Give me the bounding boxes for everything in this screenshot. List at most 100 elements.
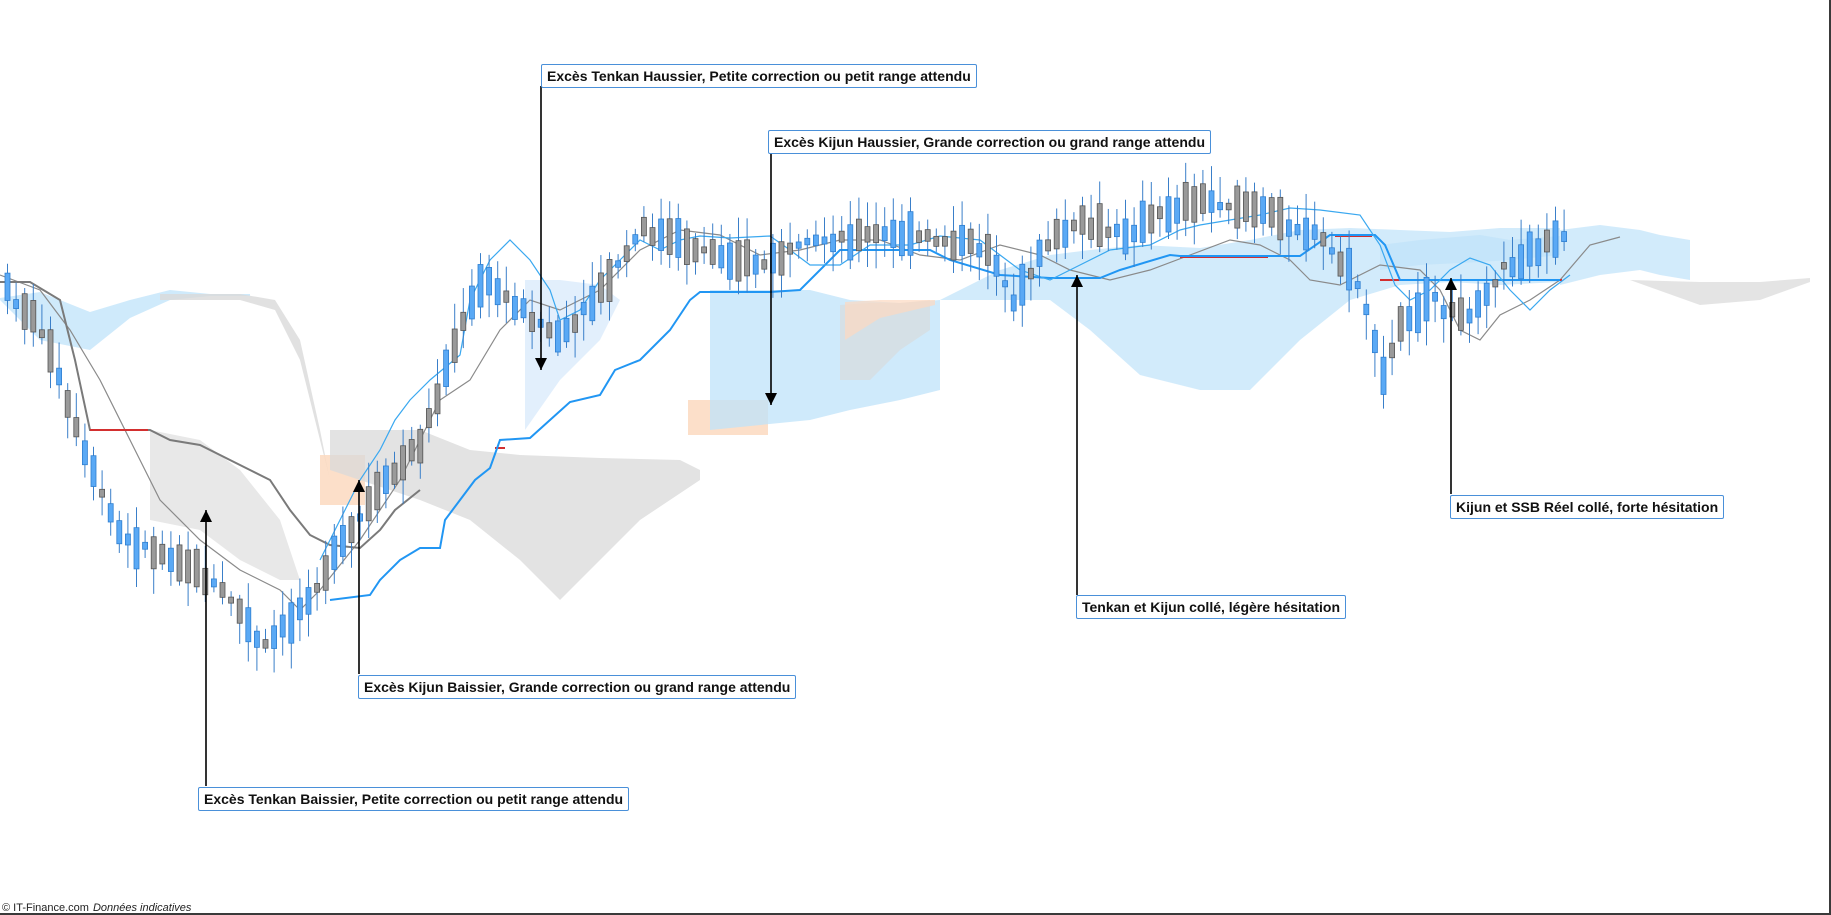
candle-body — [623, 245, 630, 262]
candle-body — [1036, 239, 1043, 267]
candle-body — [365, 486, 372, 522]
arrow-kijun-baissier-head — [353, 480, 365, 492]
candle-body — [90, 455, 97, 487]
candle-body — [1389, 342, 1395, 359]
annotation-kijun-ssb-colle: Kijun et SSB Réel collé, forte hésitatio… — [1450, 495, 1725, 519]
candle-body — [916, 230, 922, 243]
candle-body — [1526, 231, 1533, 267]
candle-body — [890, 219, 897, 248]
candle-body — [1475, 290, 1481, 318]
candle-body — [460, 311, 467, 331]
candle-body — [314, 582, 321, 593]
candle-body — [443, 349, 450, 387]
candle-body — [408, 439, 415, 462]
candle-body — [838, 230, 845, 243]
candle-body — [830, 233, 836, 253]
candle-body — [563, 317, 570, 343]
candle-body — [468, 285, 475, 320]
candle-body — [727, 242, 733, 280]
candle-body — [907, 211, 914, 256]
candle-body — [666, 218, 673, 255]
source-credit: © IT-Finance.com — [2, 902, 89, 914]
candle-body — [271, 625, 278, 649]
kijun-line — [329, 234, 1560, 601]
candle-body — [382, 465, 389, 494]
candle-body — [331, 535, 338, 570]
candle-body — [1200, 183, 1206, 214]
candle-body — [1354, 281, 1361, 290]
candle-body — [1062, 219, 1069, 248]
candle-body — [795, 241, 802, 249]
candle-body — [641, 216, 647, 237]
candle-body — [520, 298, 527, 319]
candle-body — [99, 488, 105, 498]
annotation-tenkan-baissier: Excès Tenkan Baissier, Petite correction… — [198, 787, 630, 811]
candle-body — [339, 525, 346, 557]
candle-body — [735, 240, 742, 282]
candle-body — [873, 224, 879, 244]
candle-body — [262, 639, 269, 649]
kumo-bull-right — [1380, 235, 1560, 270]
candle-body — [1518, 244, 1524, 280]
candle-body — [210, 578, 217, 588]
annotation-tenkan-kijun-colle: Tenkan et Kijun collé, légère hésitation — [1076, 595, 1347, 619]
arrow-kijun-ssb-colle-head — [1445, 278, 1457, 290]
candle-body — [761, 259, 768, 270]
candle-body — [1028, 267, 1034, 280]
candle-body — [73, 417, 80, 438]
candle-body — [1114, 223, 1120, 238]
candle-body — [305, 587, 312, 615]
candle-body — [296, 597, 303, 621]
candle-body — [39, 329, 45, 339]
candle-body — [847, 224, 854, 261]
candle-body — [1045, 239, 1051, 252]
kumo-bull-right2 — [1560, 225, 1690, 285]
candle-body — [967, 228, 974, 254]
candle-body — [1019, 263, 1026, 306]
tenkan-line — [319, 207, 1571, 561]
candle-body — [150, 536, 157, 570]
candle-body — [82, 440, 88, 466]
arrow-tenkan-baissier-head — [200, 510, 212, 522]
candle-body — [253, 630, 260, 648]
candle-body — [856, 218, 862, 252]
candle-body — [4, 272, 11, 301]
candle-body — [804, 237, 811, 246]
candle-body — [675, 218, 682, 258]
candle-body — [546, 322, 553, 339]
candle-body — [1303, 217, 1309, 251]
candle-body — [1294, 223, 1301, 236]
candle-body — [572, 314, 578, 333]
candle-body — [1501, 262, 1507, 270]
candle-body — [1423, 276, 1430, 322]
candle-body — [1346, 247, 1352, 291]
candle-body — [30, 300, 37, 333]
candle-body — [1458, 297, 1464, 331]
candle-body — [142, 541, 149, 550]
candle-body — [589, 285, 596, 322]
candle-body — [1380, 356, 1387, 395]
candle-body — [692, 238, 699, 263]
annotation-tenkan-haussier: Excès Tenkan Haussier, Petite correction… — [541, 64, 977, 88]
candle-body — [1165, 196, 1172, 233]
candle-body — [486, 267, 493, 296]
candle-body — [1217, 202, 1223, 211]
disclaimer: Données indicatives — [92, 902, 192, 914]
candle-body — [1251, 191, 1258, 228]
kumo-orange-3 — [845, 300, 935, 340]
candle-body — [185, 549, 192, 584]
candle-body — [1535, 238, 1542, 267]
arrow-tenkan-haussier-head — [535, 358, 547, 370]
kumo-bear-right — [1630, 278, 1810, 305]
candle-body — [632, 234, 639, 245]
candle-body — [606, 259, 613, 302]
candle-body — [1492, 279, 1499, 288]
candle-body — [1561, 231, 1567, 243]
kumo-bull-left — [0, 290, 250, 350]
candle-body — [813, 234, 819, 246]
kijun-line-bear — [0, 281, 421, 550]
candle-body — [176, 544, 183, 582]
candle-body — [778, 241, 785, 276]
candle-body — [1208, 190, 1215, 213]
